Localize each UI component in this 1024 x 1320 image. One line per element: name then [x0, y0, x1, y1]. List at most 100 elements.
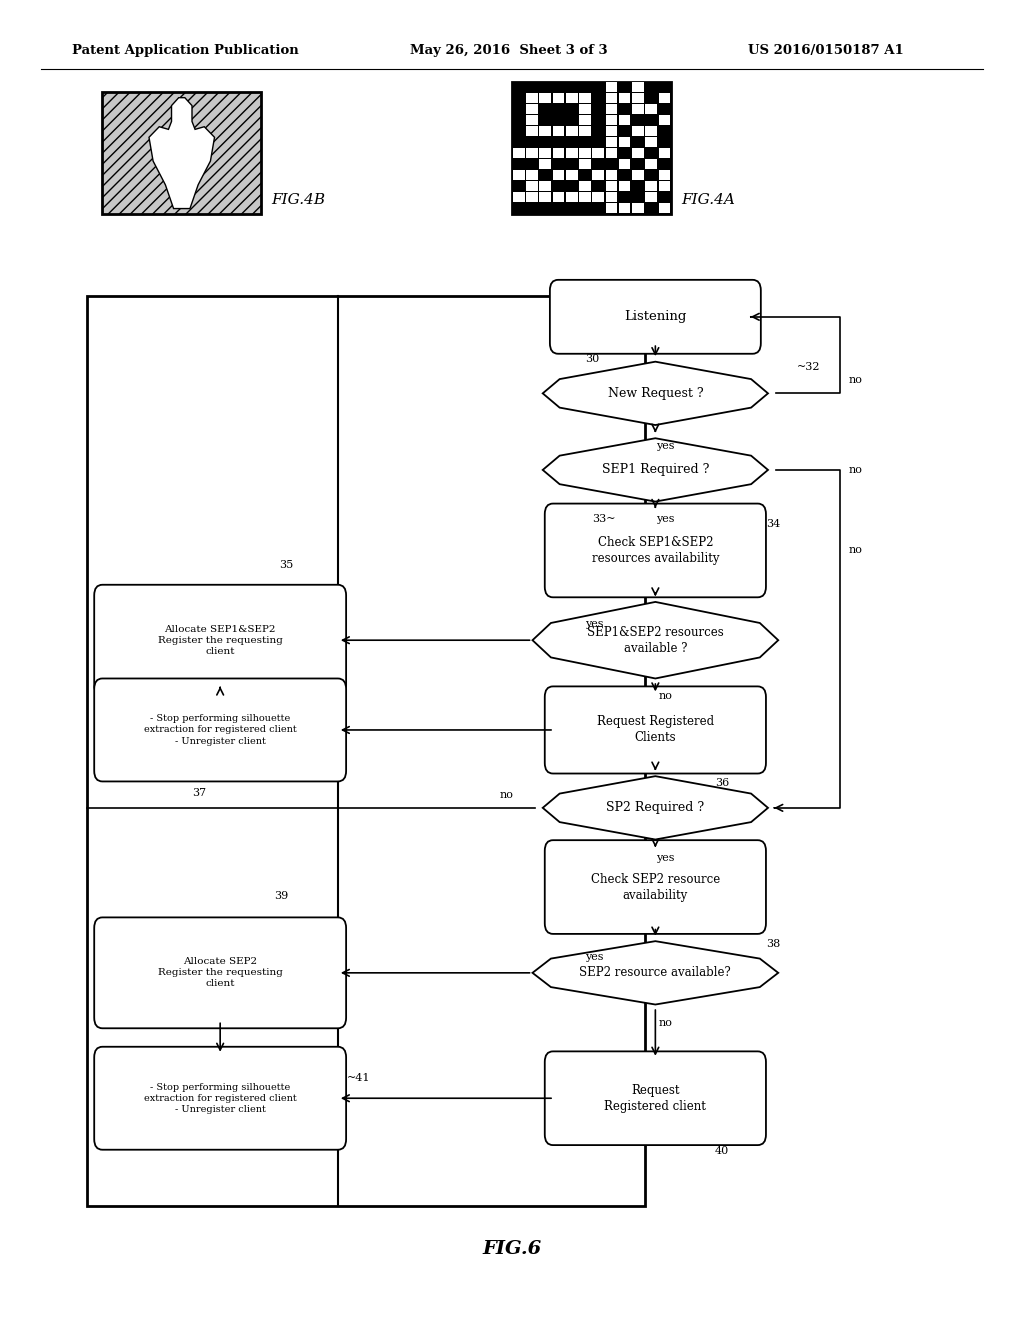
- Polygon shape: [543, 776, 768, 840]
- FancyBboxPatch shape: [632, 125, 644, 136]
- FancyBboxPatch shape: [618, 115, 631, 124]
- Polygon shape: [532, 941, 778, 1005]
- FancyBboxPatch shape: [580, 104, 591, 114]
- Text: New Request ?: New Request ?: [607, 387, 703, 400]
- FancyBboxPatch shape: [580, 158, 591, 169]
- FancyBboxPatch shape: [592, 148, 604, 157]
- FancyBboxPatch shape: [526, 170, 538, 180]
- FancyBboxPatch shape: [645, 104, 657, 114]
- FancyBboxPatch shape: [540, 92, 551, 103]
- Text: 36: 36: [715, 777, 729, 788]
- FancyBboxPatch shape: [645, 125, 657, 136]
- Polygon shape: [543, 362, 768, 425]
- FancyBboxPatch shape: [605, 148, 617, 157]
- FancyBboxPatch shape: [580, 125, 591, 136]
- FancyBboxPatch shape: [605, 191, 617, 202]
- FancyBboxPatch shape: [540, 191, 551, 202]
- FancyBboxPatch shape: [605, 170, 617, 180]
- FancyBboxPatch shape: [526, 125, 538, 136]
- FancyBboxPatch shape: [605, 137, 617, 147]
- Text: no: no: [848, 375, 862, 385]
- FancyBboxPatch shape: [94, 678, 346, 781]
- Text: FIG.4B: FIG.4B: [271, 193, 326, 207]
- FancyBboxPatch shape: [658, 115, 670, 124]
- Text: 37: 37: [193, 788, 207, 799]
- Text: Check SEP1&SEP2
resources availability: Check SEP1&SEP2 resources availability: [592, 536, 719, 565]
- Text: 40: 40: [715, 1146, 729, 1156]
- FancyBboxPatch shape: [553, 191, 564, 202]
- FancyBboxPatch shape: [526, 181, 538, 190]
- Text: 35: 35: [280, 560, 294, 570]
- FancyBboxPatch shape: [645, 158, 657, 169]
- FancyBboxPatch shape: [658, 203, 670, 213]
- FancyBboxPatch shape: [605, 92, 617, 103]
- Text: Request
Registered client: Request Registered client: [604, 1084, 707, 1113]
- FancyBboxPatch shape: [592, 191, 604, 202]
- Text: ~32: ~32: [798, 362, 820, 372]
- FancyBboxPatch shape: [580, 191, 591, 202]
- Text: SEP1 Required ?: SEP1 Required ?: [602, 463, 709, 477]
- Text: 39: 39: [274, 891, 289, 902]
- FancyBboxPatch shape: [553, 125, 564, 136]
- Text: no: no: [848, 465, 862, 475]
- Text: ~41: ~41: [347, 1073, 370, 1084]
- Text: no: no: [848, 545, 862, 556]
- FancyBboxPatch shape: [632, 92, 644, 103]
- FancyBboxPatch shape: [605, 104, 617, 114]
- FancyBboxPatch shape: [618, 92, 631, 103]
- Text: 30: 30: [585, 354, 599, 364]
- FancyBboxPatch shape: [94, 917, 346, 1028]
- FancyBboxPatch shape: [592, 170, 604, 180]
- FancyBboxPatch shape: [550, 280, 761, 354]
- FancyBboxPatch shape: [580, 148, 591, 157]
- FancyBboxPatch shape: [580, 115, 591, 124]
- FancyBboxPatch shape: [513, 170, 524, 180]
- Text: yes: yes: [585, 619, 603, 630]
- FancyBboxPatch shape: [553, 92, 564, 103]
- Text: SP2 Required ?: SP2 Required ?: [606, 801, 705, 814]
- FancyBboxPatch shape: [566, 148, 578, 157]
- Text: yes: yes: [585, 952, 603, 962]
- FancyBboxPatch shape: [658, 170, 670, 180]
- FancyBboxPatch shape: [526, 115, 538, 124]
- FancyBboxPatch shape: [632, 170, 644, 180]
- FancyBboxPatch shape: [605, 115, 617, 124]
- FancyBboxPatch shape: [618, 203, 631, 213]
- FancyBboxPatch shape: [605, 181, 617, 190]
- Text: yes: yes: [656, 513, 675, 524]
- FancyBboxPatch shape: [566, 170, 578, 180]
- Polygon shape: [532, 602, 778, 678]
- Text: Allocate SEP1&SEP2
Register the requesting
client: Allocate SEP1&SEP2 Register the requesti…: [158, 624, 283, 656]
- FancyBboxPatch shape: [545, 841, 766, 935]
- Polygon shape: [543, 438, 768, 502]
- FancyBboxPatch shape: [566, 92, 578, 103]
- FancyBboxPatch shape: [553, 170, 564, 180]
- FancyBboxPatch shape: [526, 148, 538, 157]
- FancyBboxPatch shape: [658, 92, 670, 103]
- Text: Allocate SEP2
Register the requesting
client: Allocate SEP2 Register the requesting cl…: [158, 957, 283, 989]
- Text: Patent Application Publication: Patent Application Publication: [72, 44, 298, 57]
- FancyBboxPatch shape: [513, 148, 524, 157]
- Text: no: no: [658, 1018, 673, 1028]
- FancyBboxPatch shape: [545, 503, 766, 597]
- FancyBboxPatch shape: [540, 158, 551, 169]
- FancyBboxPatch shape: [645, 137, 657, 147]
- Text: Listening: Listening: [625, 310, 686, 323]
- FancyBboxPatch shape: [632, 148, 644, 157]
- Text: 33~: 33~: [593, 513, 615, 524]
- FancyBboxPatch shape: [553, 148, 564, 157]
- FancyBboxPatch shape: [526, 191, 538, 202]
- FancyBboxPatch shape: [632, 203, 644, 213]
- FancyBboxPatch shape: [632, 82, 644, 91]
- FancyBboxPatch shape: [545, 686, 766, 774]
- FancyBboxPatch shape: [566, 125, 578, 136]
- Text: FIG.6: FIG.6: [482, 1239, 542, 1258]
- FancyBboxPatch shape: [94, 1047, 346, 1150]
- Text: Check SEP2 resource
availability: Check SEP2 resource availability: [591, 873, 720, 902]
- FancyBboxPatch shape: [658, 148, 670, 157]
- FancyBboxPatch shape: [645, 191, 657, 202]
- FancyBboxPatch shape: [566, 191, 578, 202]
- Text: no: no: [500, 789, 514, 800]
- FancyBboxPatch shape: [580, 92, 591, 103]
- Text: FIG.4A: FIG.4A: [681, 193, 735, 207]
